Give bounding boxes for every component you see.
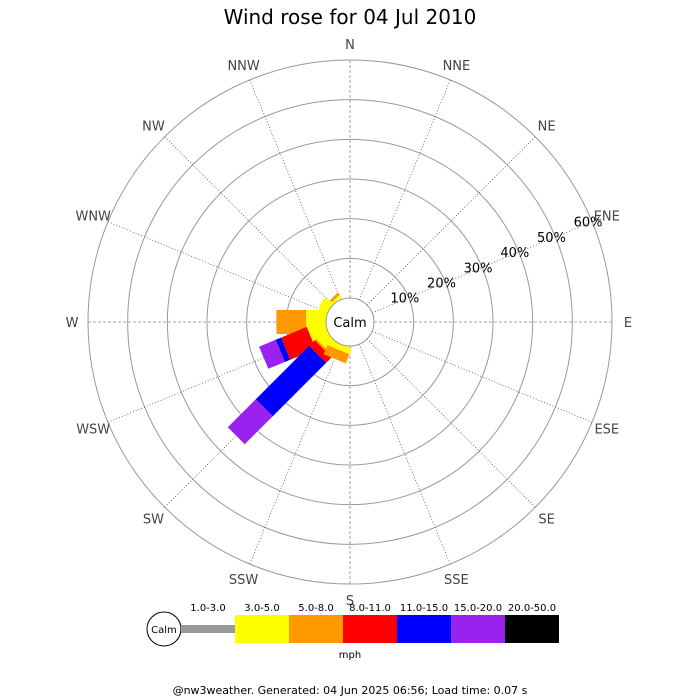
footer-text: @nw3weather. Generated: 04 Jun 2025 06:5… bbox=[173, 684, 528, 697]
spoke-ssw bbox=[249, 344, 342, 565]
spoke-nnw bbox=[249, 79, 342, 300]
speed-legend: Calm 1.0-3.0 3.0-5.0 5.0-8.0 8.0-11.0 11.0-15… bbox=[146, 603, 559, 661]
direction-label-sse: SSE bbox=[444, 573, 469, 588]
direction-label-w: W bbox=[66, 316, 79, 331]
bar-sw-11.0-15.0 bbox=[255, 345, 327, 417]
direction-label-wnw: WNW bbox=[75, 210, 111, 225]
legend-swatch-5.0-8.0 bbox=[289, 615, 343, 643]
bar-ssw-3.0-5.0 bbox=[327, 339, 352, 355]
ring-label-60: 60% bbox=[574, 216, 603, 231]
bar-sw-8.0-11.0 bbox=[309, 340, 332, 363]
calm-label: Calm bbox=[333, 316, 366, 331]
legend-swatch-20.0-50.0 bbox=[505, 615, 559, 643]
spoke-se bbox=[366, 338, 536, 508]
legend-swatch-1.0-3.0 bbox=[181, 625, 235, 633]
legend-swatch-3.0-5.0 bbox=[235, 615, 289, 643]
ring-label-40: 40% bbox=[500, 246, 529, 261]
direction-label-wsw: WSW bbox=[76, 422, 110, 437]
direction-label-nne: NNE bbox=[443, 59, 471, 74]
spoke-nw bbox=[164, 136, 334, 306]
legend-label-15.0-20.0: 15.0-20.0 bbox=[454, 603, 502, 614]
legend-swatch-15.0-20.0 bbox=[451, 615, 505, 643]
legend-units: mph bbox=[339, 650, 361, 661]
legend-swatch-8.0-11.0 bbox=[343, 615, 397, 643]
spoke-wnw bbox=[107, 221, 328, 314]
legend-label-11.0-15.0: 11.0-15.0 bbox=[400, 603, 448, 614]
calm-circle bbox=[325, 297, 375, 347]
bar-wsw-15.0-20.0 bbox=[259, 339, 285, 369]
spoke-ne bbox=[366, 136, 536, 306]
spoke-ene bbox=[372, 221, 593, 314]
bar-ssw-5.0-8.0 bbox=[323, 345, 350, 364]
direction-label-ssw: SSW bbox=[229, 573, 259, 588]
spoke-sse bbox=[358, 344, 451, 565]
ring-labels: 10% 20% 30% 40% 50% 60% bbox=[390, 216, 602, 307]
direction-label-se: SE bbox=[538, 513, 554, 528]
legend-label-5.0-8.0: 5.0-8.0 bbox=[298, 603, 333, 614]
direction-label-e: E bbox=[624, 316, 632, 331]
ring-label-10: 10% bbox=[390, 292, 419, 307]
legend-label-1.0-3.0: 1.0-3.0 bbox=[190, 603, 225, 614]
bar-wsw-11.0-15.0 bbox=[275, 337, 291, 362]
direction-label-ene: ENE bbox=[594, 210, 620, 225]
direction-label-ese: ESE bbox=[594, 422, 619, 437]
direction-label-nw: NW bbox=[142, 119, 165, 134]
legend-label-8.0-11.0: 8.0-11.0 bbox=[349, 603, 391, 614]
spoke-ese bbox=[372, 330, 593, 423]
bar-sw-15.0-20.0 bbox=[227, 399, 273, 445]
spoke-nne bbox=[358, 79, 451, 300]
direction-labels: N NNE NE ENE E ESE SE SSE S SSW SW WSW W WNW NW NNW bbox=[66, 38, 633, 609]
wind-bars bbox=[227, 292, 352, 445]
grid-ring-4 bbox=[166, 138, 534, 506]
direction-label-ne: NE bbox=[538, 119, 556, 134]
grid-ring-3 bbox=[206, 178, 494, 466]
direction-label-n: N bbox=[345, 38, 355, 53]
legend-label-3.0-5.0: 3.0-5.0 bbox=[244, 603, 279, 614]
legend-label-20.0-50.0: 20.0-50.0 bbox=[508, 603, 556, 614]
chart-title: Wind rose for 04 Jul 2010 bbox=[224, 5, 477, 29]
legend-swatch-11.0-15.0 bbox=[397, 615, 451, 643]
ring-label-20: 20% bbox=[427, 277, 456, 292]
ring-label-30: 30% bbox=[464, 261, 493, 276]
direction-label-nnw: NNW bbox=[227, 59, 259, 74]
bar-w-5.0-8.0 bbox=[276, 310, 307, 334]
ring-label-50: 50% bbox=[537, 231, 566, 246]
direction-label-sw: SW bbox=[143, 513, 164, 528]
legend-calm-label: Calm bbox=[151, 625, 177, 636]
grid-ring-5 bbox=[127, 99, 573, 545]
grid-ring-2 bbox=[246, 218, 454, 426]
direction-label-s: S bbox=[346, 594, 354, 609]
